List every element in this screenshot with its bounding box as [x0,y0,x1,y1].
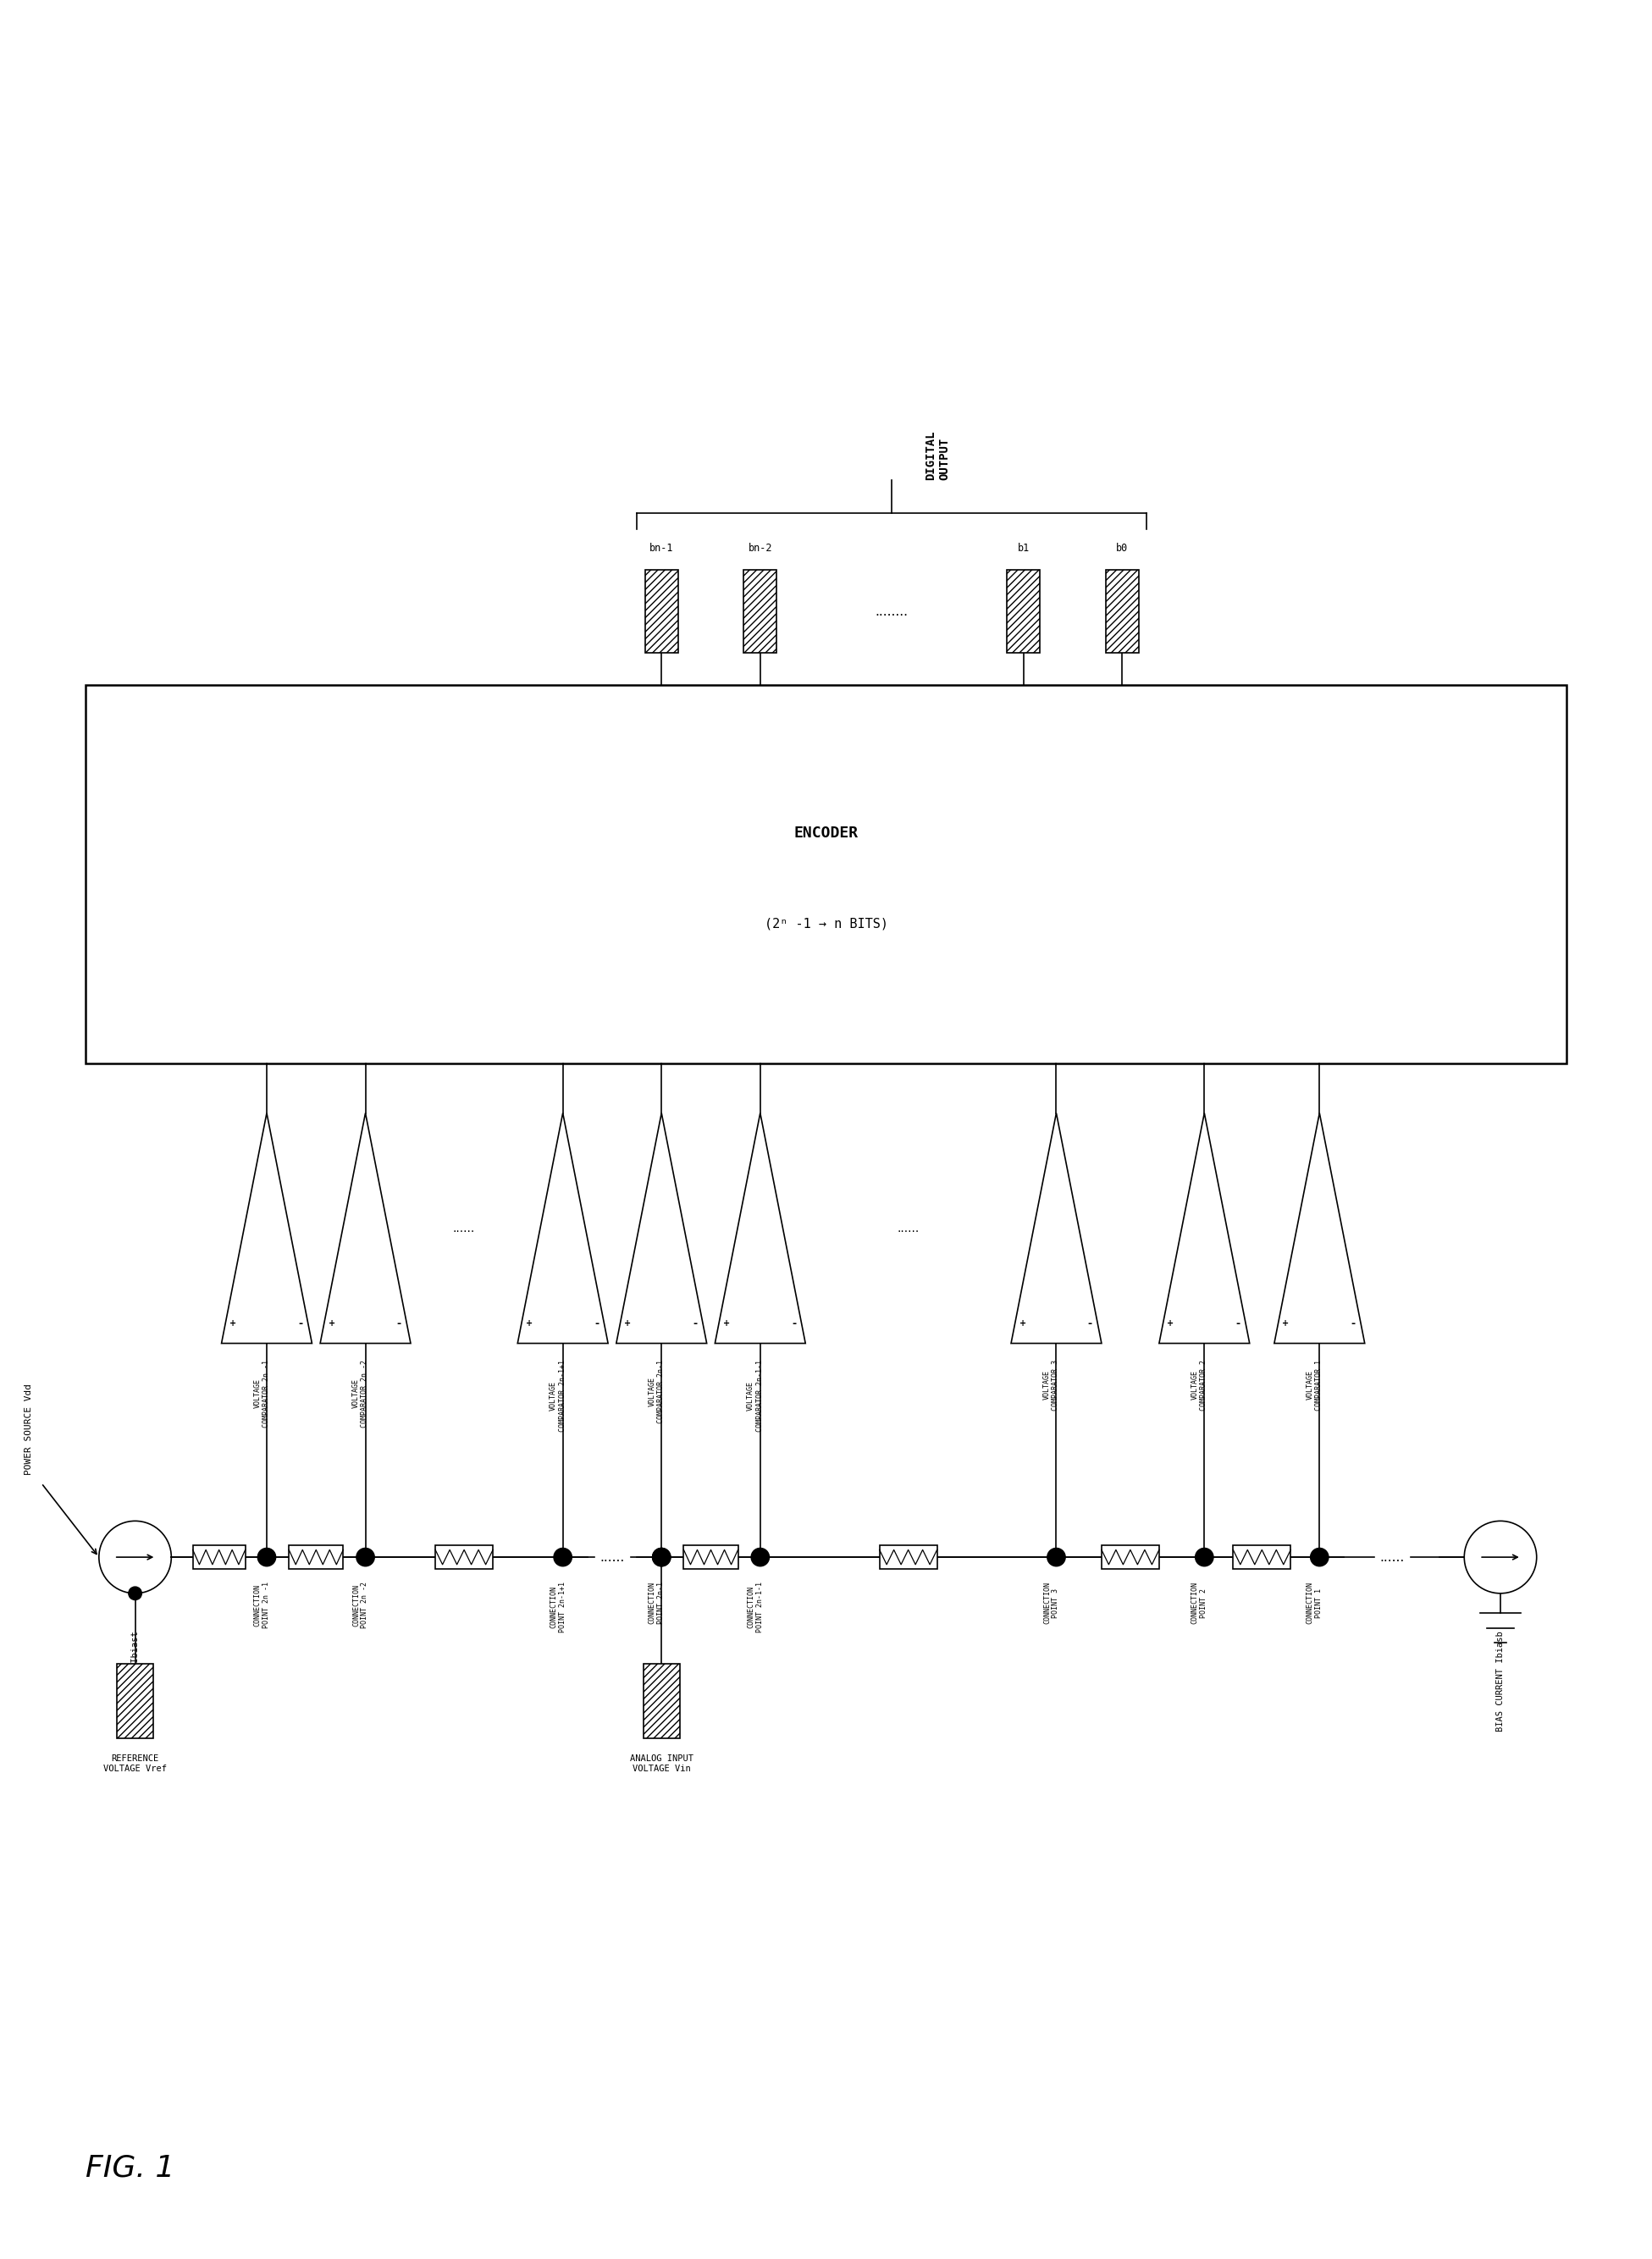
Text: VOLTAGE
COMPARATOR 2n -2: VOLTAGE COMPARATOR 2n -2 [352,1360,368,1428]
Text: +: + [724,1319,730,1328]
Text: CONNECTION
POINT 2: CONNECTION POINT 2 [1191,1581,1208,1624]
Text: FIG. 1: FIG. 1 [86,2153,175,2182]
Text: ANALOG INPUT
VOLTAGE Vin: ANALOG INPUT VOLTAGE Vin [629,1755,694,1773]
Text: +: + [624,1319,631,1328]
Bar [289,1545,344,1568]
Text: +: + [1019,1319,1026,1328]
Bar [1105,569,1138,653]
Circle shape [752,1547,770,1565]
Bar [743,569,776,653]
Text: ......: ...... [453,1222,476,1233]
Text: BIAS CURRENT Ibiast: BIAS CURRENT Ibiast [131,1631,139,1733]
Bar [86,684,1566,1064]
Bar [879,1545,937,1568]
Text: CONNECTION
POINT 2n-1-1: CONNECTION POINT 2n-1-1 [747,1581,763,1633]
Text: bn-1: bn-1 [649,542,674,553]
Text: ......: ...... [600,1552,624,1563]
Text: VOLTAGE
COMPARATOR 2: VOLTAGE COMPARATOR 2 [1191,1360,1208,1410]
Text: ......: ...... [897,1222,920,1233]
Bar [1008,569,1039,653]
Circle shape [653,1547,671,1565]
Text: REFERENCE
VOLTAGE Vref: REFERENCE VOLTAGE Vref [104,1755,167,1773]
Text: +: + [525,1319,532,1328]
Bar [1102,1545,1160,1568]
Text: bn-2: bn-2 [748,542,771,553]
Text: VOLTAGE
COMPARATOR 2n-1: VOLTAGE COMPARATOR 2n-1 [648,1360,664,1423]
Text: CONNECTION
POINT 2n -2: CONNECTION POINT 2n -2 [352,1581,368,1629]
Text: ......: ...... [1379,1552,1404,1563]
Text: VOLTAGE
COMPARATOR 2n -1: VOLTAGE COMPARATOR 2n -1 [253,1360,269,1428]
Text: (2ⁿ -1 → n BITS): (2ⁿ -1 → n BITS) [765,917,887,931]
Text: -: - [299,1317,302,1328]
Bar [644,569,677,653]
Text: -: - [1351,1317,1355,1328]
Bar [193,1545,244,1568]
Text: b0: b0 [1117,542,1128,553]
Text: ENCODER: ENCODER [793,827,859,840]
Bar [436,1545,492,1568]
Bar [643,1665,679,1737]
Text: -: - [396,1317,401,1328]
Text: VOLTAGE
COMPARATOR 3: VOLTAGE COMPARATOR 3 [1042,1360,1059,1410]
Text: BIAS CURRENT Ibiasb: BIAS CURRENT Ibiasb [1497,1631,1505,1733]
Text: CONNECTION
POINT 3: CONNECTION POINT 3 [1042,1581,1059,1624]
Text: VOLTAGE
COMPARATOR 2n-1-1: VOLTAGE COMPARATOR 2n-1-1 [747,1360,763,1432]
Text: POWER SOURCE Vdd: POWER SOURCE Vdd [25,1383,33,1475]
Circle shape [1047,1547,1066,1565]
Text: -: - [694,1317,697,1328]
Text: +: + [329,1319,335,1328]
Text: +: + [230,1319,236,1328]
Circle shape [1196,1547,1213,1565]
Circle shape [553,1547,572,1565]
Text: CONNECTION
POINT 2n -1: CONNECTION POINT 2n -1 [253,1581,269,1629]
Text: ........: ........ [876,605,909,617]
Bar [684,1545,738,1568]
Circle shape [357,1547,375,1565]
Text: CONNECTION
POINT 1: CONNECTION POINT 1 [1307,1581,1323,1624]
Text: VOLTAGE
COMPARATOR 1: VOLTAGE COMPARATOR 1 [1307,1360,1323,1410]
Text: CONNECTION
POINT 2n-1+1: CONNECTION POINT 2n-1+1 [550,1581,567,1633]
Circle shape [258,1547,276,1565]
Text: b1: b1 [1018,542,1029,553]
Text: +: + [1282,1319,1289,1328]
Text: +: + [1168,1319,1175,1328]
Circle shape [653,1547,671,1565]
Text: DIGITAL
OUTPUT: DIGITAL OUTPUT [925,429,950,479]
Circle shape [1310,1547,1328,1565]
Text: CONNECTION
POINT 2n-1: CONNECTION POINT 2n-1 [648,1581,664,1624]
Bar [117,1665,154,1737]
Text: -: - [1236,1317,1241,1328]
Bar [1232,1545,1290,1568]
Text: -: - [595,1317,598,1328]
Circle shape [129,1586,142,1599]
Text: VOLTAGE
COMPARATOR 2n-1+1: VOLTAGE COMPARATOR 2n-1+1 [550,1360,567,1432]
Text: -: - [791,1317,796,1328]
Text: -: - [1089,1317,1092,1328]
